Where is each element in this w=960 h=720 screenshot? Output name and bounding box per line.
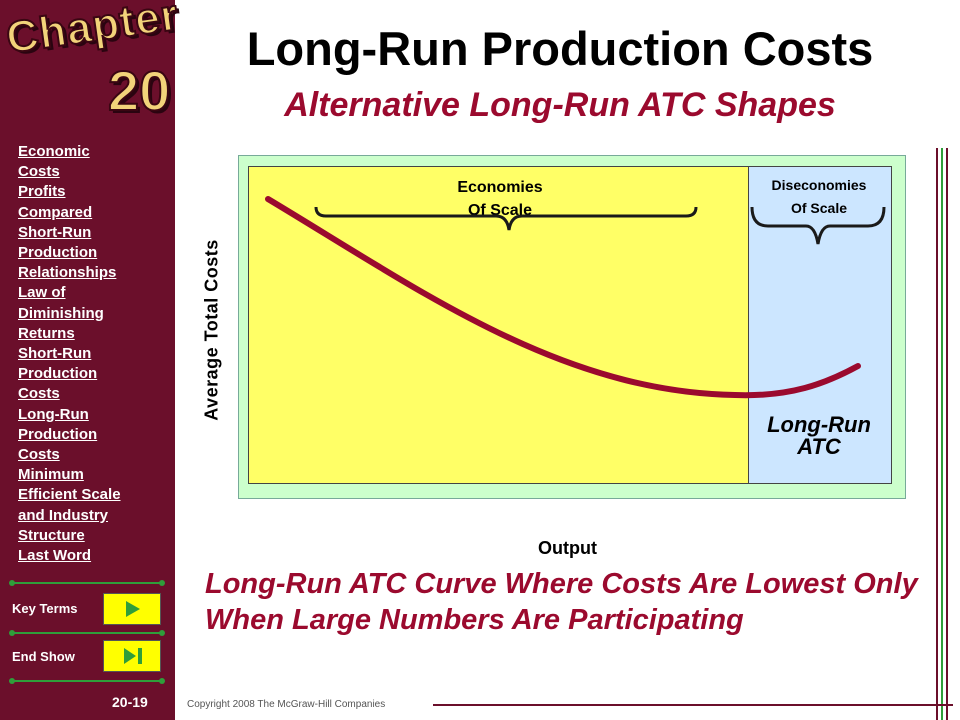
nav-production-3[interactable]: Production — [18, 425, 98, 443]
nav-minimum[interactable]: Minimum — [18, 466, 84, 484]
nav-structure[interactable]: Structure — [18, 526, 85, 544]
nav-economic[interactable]: Economic — [18, 143, 90, 160]
key-terms-label: Key Terms — [12, 601, 78, 616]
page-number: 20-19 — [112, 694, 148, 710]
play-icon — [126, 601, 140, 617]
end-show-button[interactable] — [103, 640, 161, 672]
chapter-number: 20 — [107, 58, 171, 123]
end-icon — [124, 648, 142, 664]
sidebar: Chapter 20 Economic Costs Profits Compar… — [0, 0, 183, 720]
nav-short-run[interactable]: Short-Run — [18, 223, 92, 241]
nav-and-industry[interactable]: and Industry — [18, 506, 109, 524]
nav-diminishing[interactable]: Diminishing — [18, 304, 104, 322]
page-title: Long-Run Production Costs — [246, 22, 874, 75]
key-terms-button[interactable] — [103, 593, 161, 625]
decor-line — [936, 148, 938, 720]
x-axis-label: Output — [538, 538, 597, 558]
page-subtitle: Alternative Long-Run ATC Shapes — [284, 86, 836, 124]
long-run-atc-label: Long-Run ATC — [748, 414, 890, 458]
divider — [9, 580, 165, 586]
decor-line — [946, 148, 948, 720]
diseconomies-label-line1: Diseconomies — [771, 177, 867, 193]
economies-region — [248, 166, 750, 484]
nav-relationships[interactable]: Relationships — [18, 264, 117, 282]
nav-costs-2[interactable]: Costs — [18, 385, 60, 403]
nav-long-run[interactable]: Long-Run — [18, 405, 89, 423]
nav-compared[interactable]: Compared — [18, 203, 93, 221]
nav-profits[interactable]: Profits — [18, 183, 66, 201]
nav-short-run-2[interactable]: Short-Run — [18, 345, 92, 363]
diseconomies-label: Diseconomies Of Scale — [748, 174, 890, 220]
nav-efficient-scale[interactable]: Efficient Scale — [18, 486, 121, 504]
divider — [9, 630, 165, 636]
diseconomies-label-line2: Of Scale — [790, 200, 848, 216]
nav-production[interactable]: Production — [18, 244, 98, 262]
divider — [9, 678, 165, 684]
nav-law-of[interactable]: Law of — [18, 284, 66, 302]
nav-production-2[interactable]: Production — [18, 365, 98, 383]
economies-brace — [314, 206, 698, 231]
nav-last-word[interactable]: Last Word — [18, 547, 92, 565]
decor-line — [941, 148, 943, 720]
nav-costs-3[interactable]: Costs — [18, 446, 60, 464]
atc-label-line1: Long-Run — [767, 412, 871, 437]
end-show-label: End Show — [12, 649, 75, 664]
economies-label-line1: Economies — [457, 179, 543, 196]
copyright: Copyright 2008 The McGraw-Hill Companies — [187, 699, 386, 710]
diseconomies-brace — [750, 206, 886, 245]
long-run-atc-curve — [265, 196, 861, 399]
footer-line — [433, 704, 953, 706]
nav-costs[interactable]: Costs — [18, 163, 60, 181]
atc-label-line2: ATC — [797, 434, 841, 459]
sidebar-nav: Economic Costs Profits Compared Short-Ru… — [18, 142, 170, 566]
diseconomies-region — [748, 166, 892, 484]
slide-caption: Long-Run ATC Curve Where Costs Are Lowes… — [205, 568, 918, 636]
nav-returns[interactable]: Returns — [18, 324, 75, 342]
